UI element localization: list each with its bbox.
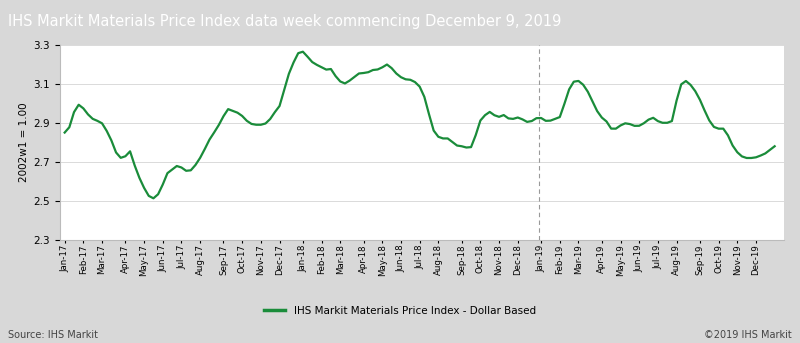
Legend: IHS Markit Materials Price Index - Dollar Based: IHS Markit Materials Price Index - Dolla…: [260, 302, 540, 321]
Text: IHS Markit Materials Price Index data week commencing December 9, 2019: IHS Markit Materials Price Index data we…: [8, 14, 562, 29]
Text: Source: IHS Markit: Source: IHS Markit: [8, 330, 98, 340]
Text: ©2019 IHS Markit: ©2019 IHS Markit: [704, 330, 792, 340]
Y-axis label: 2002w1 = 1.00: 2002w1 = 1.00: [19, 103, 30, 182]
